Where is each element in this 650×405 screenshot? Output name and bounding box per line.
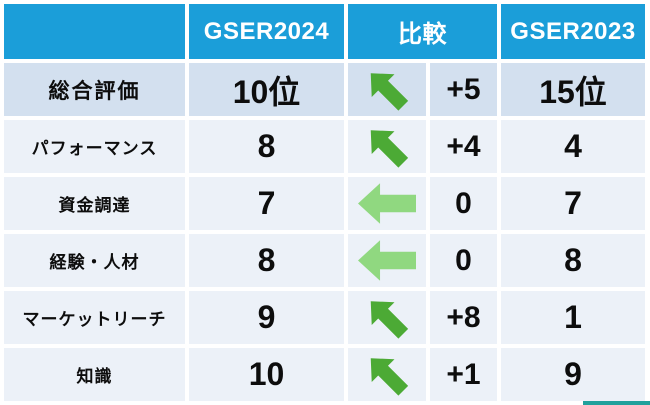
delta-value: 0	[430, 177, 497, 230]
header-gser2024: GSER2024	[189, 4, 344, 59]
gser2024-value: 9	[189, 291, 344, 344]
bottom-right-teal-strip	[583, 401, 650, 405]
row-label: 資金調達	[4, 177, 185, 230]
gser2024-value: 8	[189, 120, 344, 173]
gser2023-value: 1	[501, 291, 645, 344]
change-arrow-icon	[348, 234, 426, 287]
header-empty-cell	[4, 4, 185, 59]
comparison-table: GSER2024 比較 GSER2023 総合評価 10位 +5 15位 パフォ…	[4, 4, 645, 401]
gser2023-value: 8	[501, 234, 645, 287]
delta-value: +1	[430, 348, 497, 401]
delta-value: +5	[430, 63, 497, 116]
gser2023-value: 15位	[501, 63, 645, 116]
gser2023-value: 4	[501, 120, 645, 173]
delta-value: +4	[430, 120, 497, 173]
header-comparison: 比較	[348, 4, 497, 59]
gser2024-value: 8	[189, 234, 344, 287]
gser2023-value: 7	[501, 177, 645, 230]
gser2024-value: 10	[189, 348, 344, 401]
gser2024-value: 10位	[189, 63, 344, 116]
gser2023-value: 9	[501, 348, 645, 401]
delta-value: 0	[430, 234, 497, 287]
change-arrow-icon	[348, 63, 426, 116]
gser2024-value: 7	[189, 177, 344, 230]
change-arrow-icon	[348, 348, 426, 401]
change-arrow-icon	[348, 291, 426, 344]
change-arrow-icon	[348, 177, 426, 230]
row-label: 総合評価	[4, 63, 185, 116]
row-label: マーケットリーチ	[4, 291, 185, 344]
row-label: 知識	[4, 348, 185, 401]
row-label: パフォーマンス	[4, 120, 185, 173]
row-label: 経験・人材	[4, 234, 185, 287]
header-gser2023: GSER2023	[501, 4, 645, 59]
delta-value: +8	[430, 291, 497, 344]
change-arrow-icon	[348, 120, 426, 173]
